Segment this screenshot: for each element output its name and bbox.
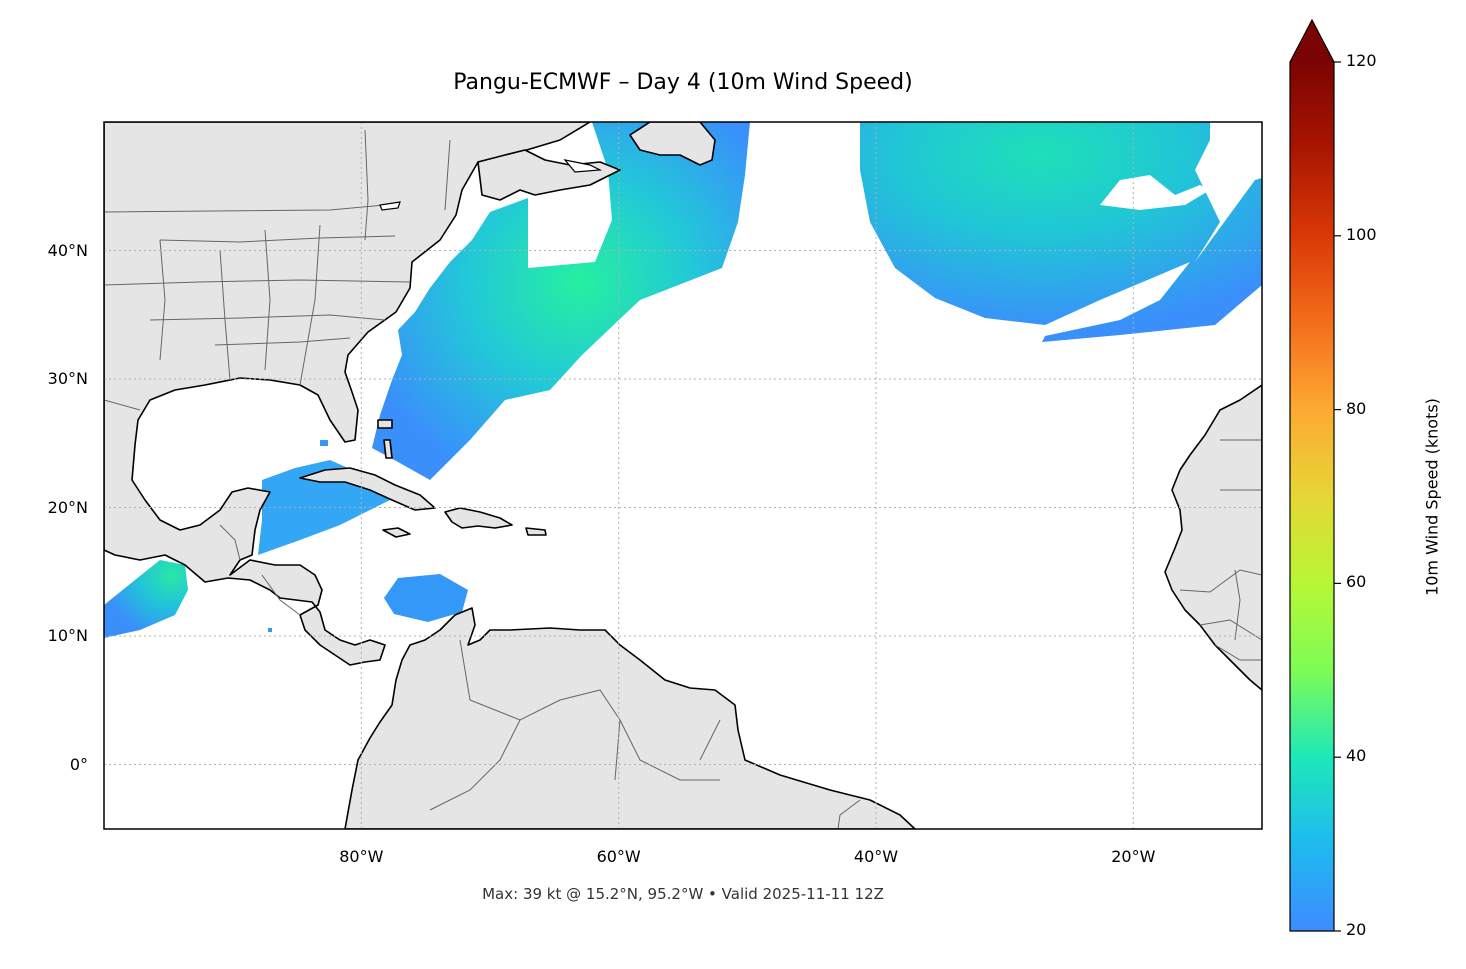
wind-cutout-ne: [1100, 175, 1210, 210]
lon-tick-label: 60°W: [596, 847, 641, 866]
land-south-america: [344, 607, 916, 829]
great-lakes: [379, 159, 603, 211]
colorbar-tick-label: 100: [1346, 224, 1377, 244]
max-wind-caption: Max: 39 kt @ 15.2°N, 95.2°W • Valid 2025…: [482, 885, 884, 903]
map-frame: [103, 121, 1263, 830]
colorbar: [1289, 18, 1341, 932]
land-nova-scotia: [477, 149, 621, 201]
land: [104, 122, 1262, 829]
lon-tick-label: 20°W: [1111, 847, 1156, 866]
colorbar-label: 10m Wind Speed (knots): [1422, 398, 1442, 596]
lat-tick-label: 20°N: [47, 497, 88, 517]
wind-region-tehuantepec: [104, 560, 188, 638]
land-north-america: [104, 122, 591, 666]
lat-tick-label: 10°N: [47, 626, 88, 646]
colorbar-tick-label: 40: [1346, 746, 1367, 766]
lon-tick-label: 80°W: [339, 847, 384, 866]
lat-tick-label: 0°: [69, 754, 88, 774]
wind-region-caribbean: [384, 574, 468, 622]
colorbar-tick-label: 20: [1346, 920, 1367, 939]
gridlines: [104, 122, 1262, 829]
land-puerto-rico: [525, 527, 547, 536]
lon-tick-label: 40°W: [853, 847, 899, 866]
land-jamaica: [382, 527, 411, 538]
map-title: Pangu-ECMWF – Day 4 (10m Wind Speed): [453, 70, 913, 95]
colorbar-gradient: [1290, 62, 1334, 931]
land-bahamas: [377, 419, 393, 459]
colorbar-frame: [1289, 18, 1335, 932]
colorbar-tick-label: 80: [1346, 398, 1367, 418]
colorbar-tick-label: 120: [1346, 51, 1377, 70]
political-borders: [104, 129, 1262, 829]
colorbar-extend-arrow: [1290, 20, 1334, 62]
colorbar-tick-label: 60: [1346, 572, 1367, 592]
lat-tick-label: 40°N: [47, 240, 88, 260]
wind-shading: [104, 122, 1262, 638]
land-newfoundland: [629, 122, 716, 166]
wind-region-ne-atlantic: [860, 122, 1262, 342]
wind-region-us-coast: [372, 122, 750, 480]
land-africa: [1164, 384, 1262, 691]
land-hispaniola: [444, 507, 513, 529]
lat-tick-label: 30°N: [47, 369, 88, 389]
